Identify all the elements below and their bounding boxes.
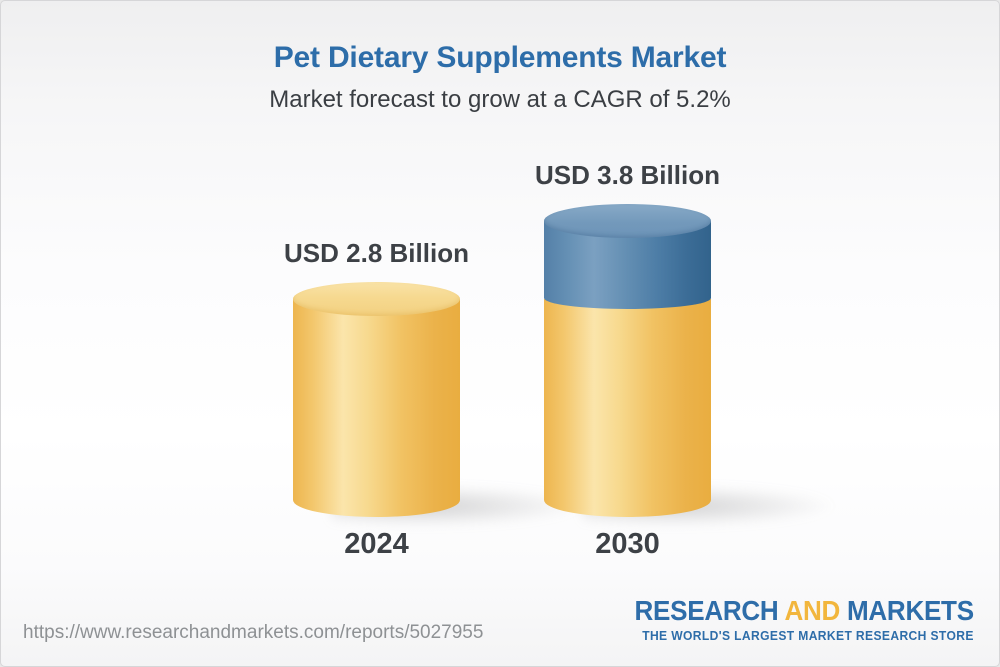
page-subtitle: Market forecast to grow at a CAGR of 5.2… xyxy=(269,86,731,113)
logo-word-markets: MARKETS xyxy=(847,595,974,626)
research-and-markets-logo: RESEARCH AND MARKETS THE WORLD'S LARGEST… xyxy=(634,595,975,643)
bar-2030-top-ellipse xyxy=(544,203,711,238)
logo-wordmark: RESEARCH AND MARKETS xyxy=(634,595,975,626)
bar-2030-value-label: USD 3.8 Billion xyxy=(535,159,720,190)
page-title: Pet Dietary Supplements Market xyxy=(273,41,727,74)
bar-2024-base-segment xyxy=(293,298,460,517)
bar-2024: USD 2.8 Billion 2024 xyxy=(284,1,586,666)
logo-word-and: AND xyxy=(784,595,841,626)
bar-2024-value-label: USD 2.8 Billion xyxy=(284,237,469,268)
bar-2030: USD 3.8 Billion 2030 xyxy=(535,1,837,666)
logo-word-research: RESEARCH xyxy=(634,595,779,626)
logo-tagline: THE WORLD'S LARGEST MARKET RESEARCH STOR… xyxy=(642,628,974,643)
report-url[interactable]: https://www.researchandmarkets.com/repor… xyxy=(23,622,484,643)
bar-2030-base-segment xyxy=(544,298,711,517)
bar-2024-year-label: 2024 xyxy=(344,528,409,560)
bar-2030-year-label: 2030 xyxy=(595,528,660,560)
bar-2024-top-ellipse xyxy=(293,281,460,316)
